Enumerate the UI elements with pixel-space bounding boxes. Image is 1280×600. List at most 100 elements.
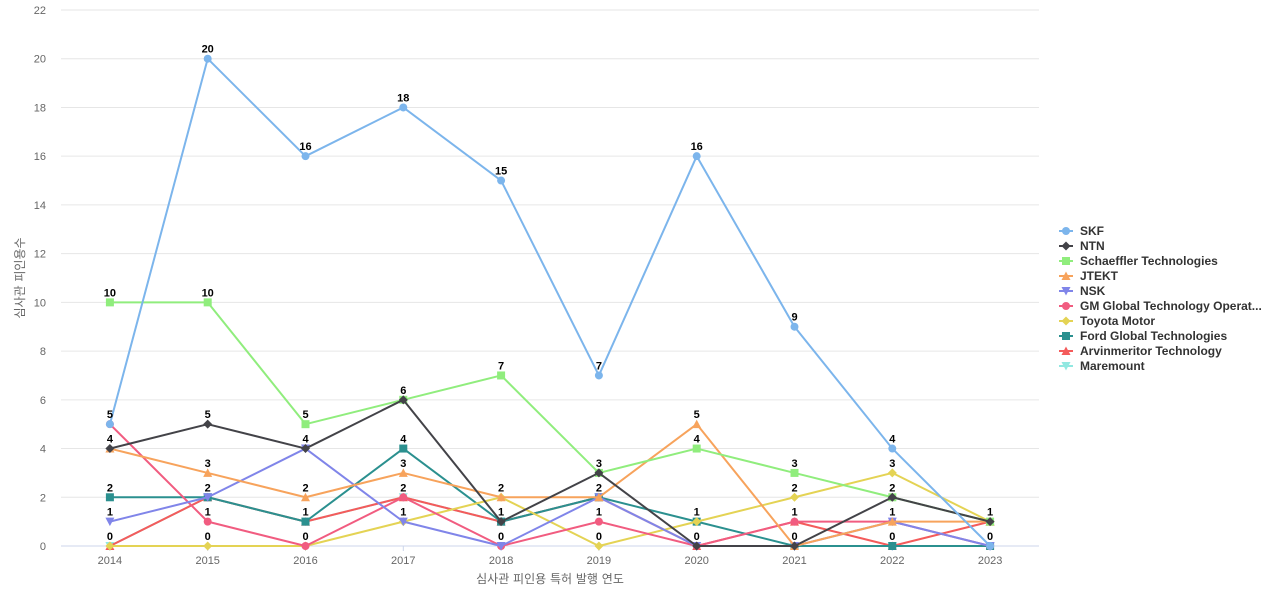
legend-item[interactable]: NSK bbox=[1059, 284, 1106, 298]
data-point bbox=[594, 517, 603, 526]
data-point bbox=[888, 542, 897, 550]
legend-marker bbox=[1062, 257, 1070, 265]
data-point bbox=[496, 542, 506, 551]
data-label: 16 bbox=[691, 141, 703, 153]
series-line bbox=[108, 301, 992, 523]
data-point bbox=[887, 517, 897, 526]
data-label: 4 bbox=[107, 434, 114, 446]
legend-label: Toyota Motor bbox=[1080, 314, 1155, 328]
data-label: 1 bbox=[302, 507, 308, 519]
x-tick-label: 2016 bbox=[293, 555, 317, 567]
legend-item[interactable]: NTN bbox=[1059, 239, 1105, 253]
data-label: 15 bbox=[495, 166, 507, 178]
data-point bbox=[301, 444, 310, 454]
series-gm-global-technology-operat bbox=[105, 420, 995, 550]
data-label: 18 bbox=[397, 92, 409, 104]
legend-item[interactable]: Arvinmeritor Technology bbox=[1059, 344, 1222, 358]
data-label: 0 bbox=[205, 531, 211, 543]
data-label: 0 bbox=[302, 531, 308, 543]
data-point bbox=[986, 542, 995, 550]
y-tick-label: 14 bbox=[34, 200, 46, 212]
x-tick-label: 2019 bbox=[587, 555, 611, 567]
data-label: 5 bbox=[302, 409, 308, 421]
data-label: 7 bbox=[596, 360, 602, 372]
legend-item[interactable]: Maremount bbox=[1059, 359, 1145, 373]
legend-marker bbox=[1062, 227, 1070, 235]
y-tick-label: 6 bbox=[40, 395, 46, 407]
data-label: 2 bbox=[596, 482, 602, 494]
data-label: 2 bbox=[205, 482, 211, 494]
series-ntn bbox=[105, 395, 995, 551]
data-point bbox=[692, 444, 701, 453]
legend-marker bbox=[1061, 287, 1071, 296]
y-tick-label: 16 bbox=[34, 151, 46, 163]
data-point bbox=[790, 468, 799, 477]
data-point bbox=[692, 419, 702, 429]
series-line bbox=[108, 398, 992, 547]
data-label: 1 bbox=[107, 507, 113, 519]
x-tick-label: 2022 bbox=[880, 555, 904, 567]
data-label: 2 bbox=[107, 482, 113, 494]
data-point bbox=[692, 152, 701, 161]
data-label: 0 bbox=[107, 531, 113, 543]
data-label: 10 bbox=[104, 287, 116, 299]
data-label: 1 bbox=[205, 507, 211, 519]
data-point bbox=[301, 420, 310, 429]
data-point bbox=[399, 444, 408, 453]
data-point bbox=[203, 541, 213, 551]
data-point bbox=[105, 541, 115, 551]
series-jtekt bbox=[105, 419, 995, 550]
legend-label: Ford Global Technologies bbox=[1080, 329, 1227, 343]
x-tick-label: 2017 bbox=[391, 555, 415, 567]
data-label: 4 bbox=[694, 434, 701, 446]
series-line bbox=[108, 423, 992, 547]
data-label: 1 bbox=[791, 507, 797, 519]
data-label: 4 bbox=[302, 434, 309, 446]
data-point bbox=[496, 517, 506, 527]
series-lines bbox=[105, 54, 995, 551]
legend-item[interactable]: Toyota Motor bbox=[1059, 314, 1155, 328]
data-label: 10 bbox=[202, 287, 214, 299]
legend-label: GM Global Technology Operat... bbox=[1080, 299, 1262, 313]
y-tick-label: 12 bbox=[34, 249, 46, 261]
data-point bbox=[105, 444, 115, 454]
legend-item[interactable]: JTEKT bbox=[1059, 269, 1119, 283]
legend-marker bbox=[1061, 362, 1071, 371]
data-label: 1 bbox=[987, 507, 993, 519]
data-point bbox=[399, 493, 408, 502]
data-point bbox=[105, 420, 114, 429]
data-label: 3 bbox=[791, 458, 797, 470]
legend-label: Arvinmeritor Technology bbox=[1080, 344, 1222, 358]
data-point bbox=[790, 541, 799, 551]
data-point bbox=[985, 517, 995, 527]
data-point bbox=[790, 517, 799, 526]
data-point bbox=[398, 517, 408, 527]
x-tick-label: 2023 bbox=[978, 555, 1002, 567]
data-label: 0 bbox=[791, 531, 797, 543]
series-line bbox=[108, 423, 992, 547]
data-label: 1 bbox=[694, 507, 700, 519]
data-point bbox=[790, 322, 799, 331]
grid-lines bbox=[61, 9, 1039, 547]
data-point bbox=[594, 541, 604, 551]
data-point bbox=[888, 444, 897, 453]
x-tick-label: 2018 bbox=[489, 555, 513, 567]
data-label: 4 bbox=[400, 434, 407, 446]
y-axis-title: 심사관 피인용수 bbox=[13, 237, 27, 318]
data-point bbox=[203, 298, 212, 307]
y-tick-label: 10 bbox=[34, 297, 46, 309]
legend-label: NTN bbox=[1080, 239, 1105, 253]
data-point bbox=[105, 517, 115, 527]
legend-item[interactable]: Schaeffler Technologies bbox=[1059, 254, 1218, 268]
legend-marker bbox=[1061, 271, 1071, 280]
data-point bbox=[203, 419, 213, 429]
legend-item[interactable]: Ford Global Technologies bbox=[1059, 329, 1227, 343]
legend-marker bbox=[1062, 302, 1070, 310]
data-point bbox=[301, 492, 310, 502]
data-label: 0 bbox=[987, 531, 993, 543]
legend-label: JTEKT bbox=[1080, 269, 1119, 283]
legend-item[interactable]: SKF bbox=[1059, 224, 1104, 238]
data-label: 1 bbox=[498, 507, 504, 519]
legend-item[interactable]: GM Global Technology Operat... bbox=[1059, 299, 1262, 313]
